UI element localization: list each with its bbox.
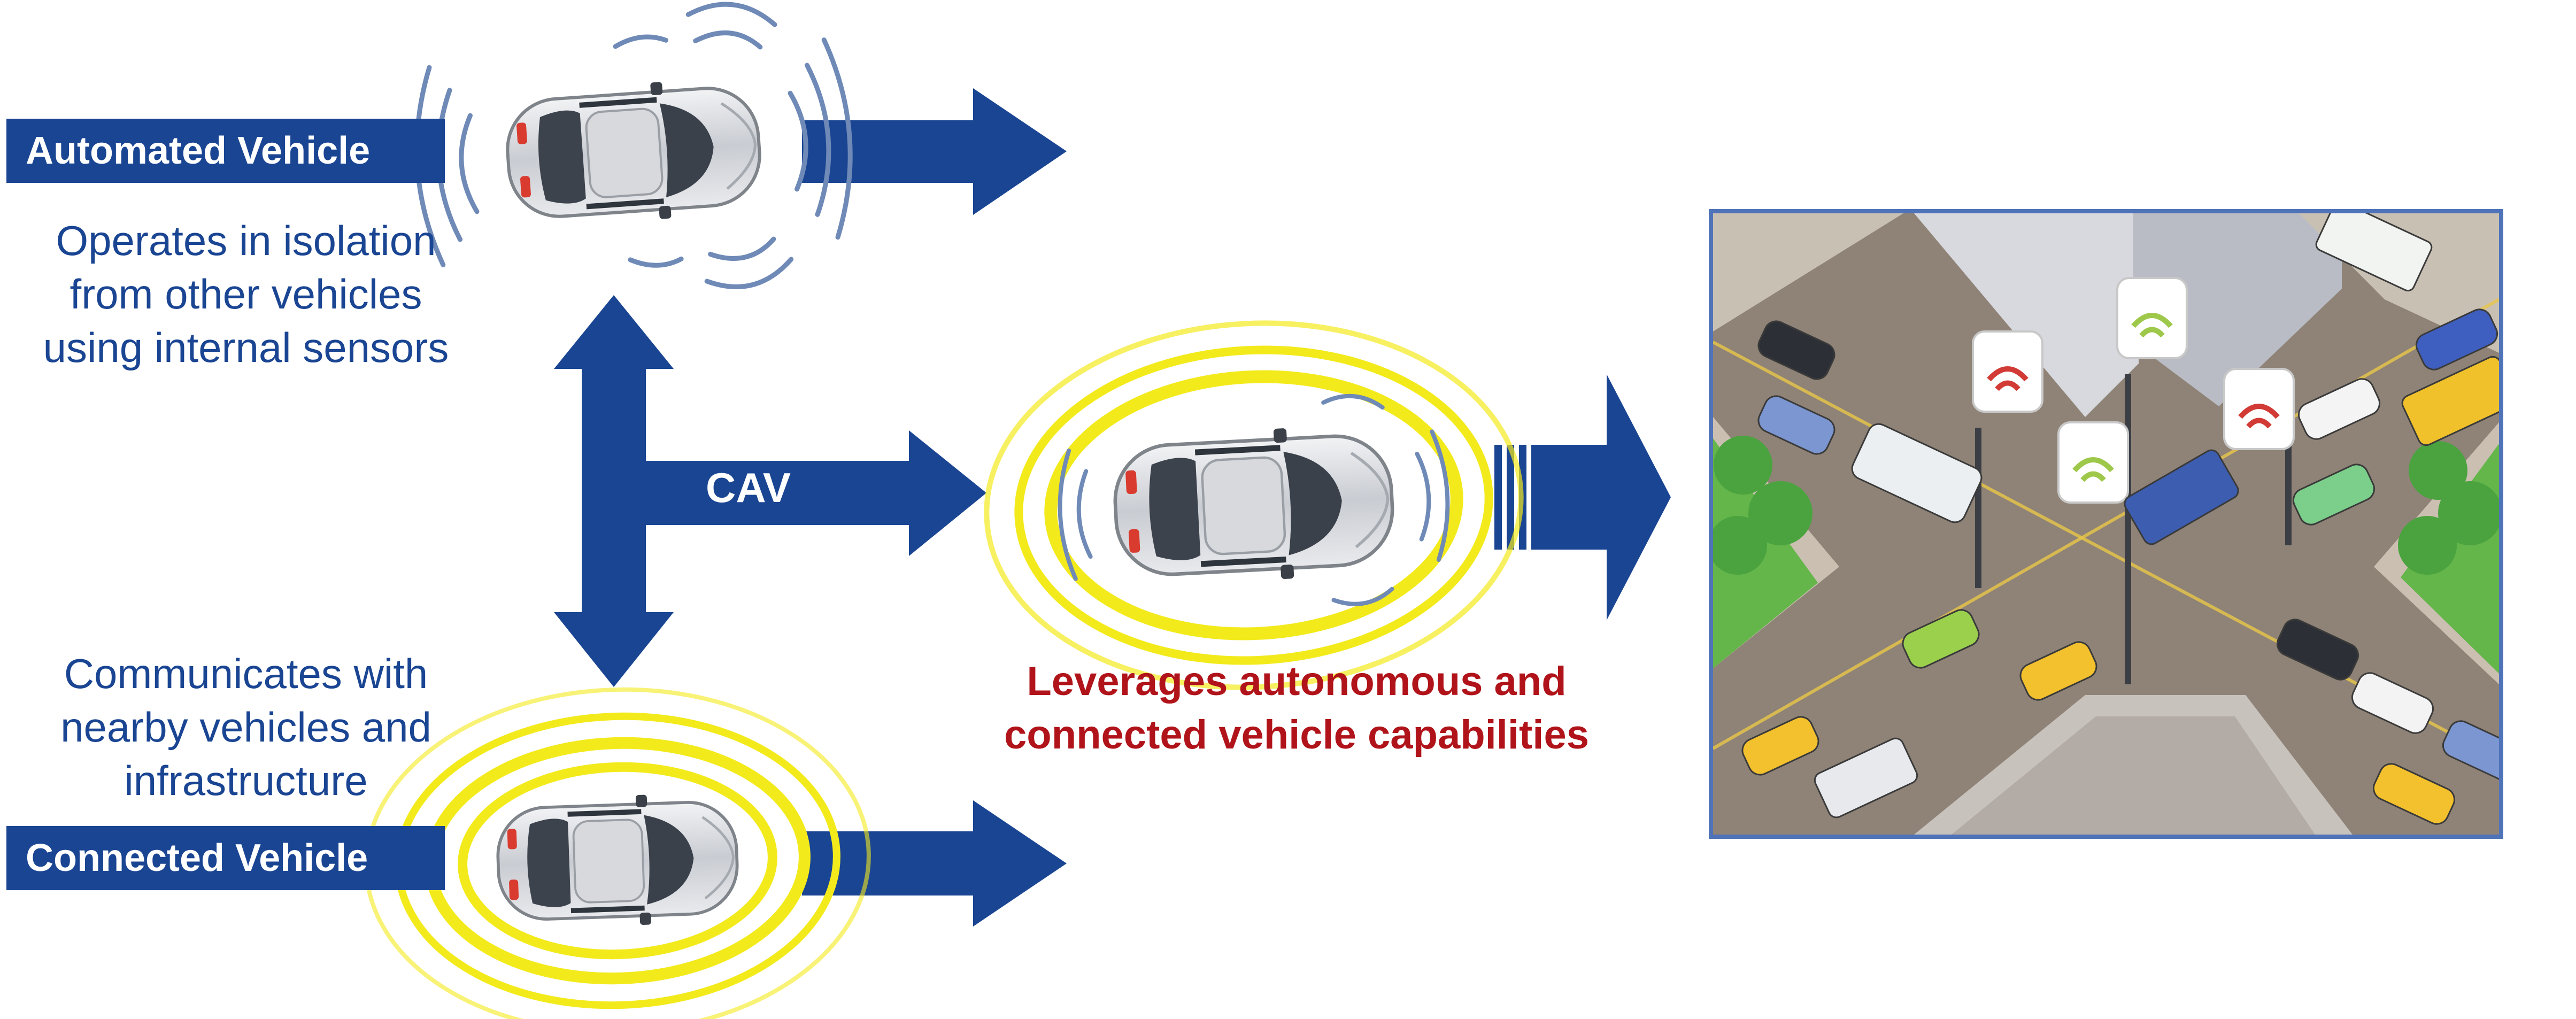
description-line: from other vehicles bbox=[70, 271, 422, 318]
connected-vehicle-label: Connected Vehicle bbox=[6, 826, 445, 890]
cav-arrow-label: CAV bbox=[706, 464, 791, 511]
description-line: nearby vehicles and bbox=[60, 704, 431, 751]
wifi-signal-icon bbox=[2116, 277, 2188, 359]
cav-vehicle-icon bbox=[984, 320, 1524, 690]
description-line: Operates in isolation bbox=[56, 217, 436, 264]
arrow-connected-to-right bbox=[802, 800, 1067, 927]
description-line: infrastructure bbox=[124, 757, 368, 804]
description-line: Communicates with bbox=[64, 650, 428, 697]
wifi-signal-icon bbox=[2223, 368, 2295, 450]
wifi-signal-icon bbox=[2057, 421, 2129, 504]
arrow-vertical-double bbox=[554, 295, 674, 687]
cav-description: Leverages autonomous and connected vehic… bbox=[941, 655, 1652, 762]
description-line: using internal sensors bbox=[43, 324, 449, 371]
arrow-cav-to-city bbox=[1494, 374, 1671, 620]
sensor-wave-icon bbox=[1058, 393, 1450, 606]
cav-description-line: connected vehicle capabilities bbox=[1004, 712, 1589, 758]
city-intersection-illustration bbox=[1709, 209, 2503, 839]
connected-vehicle-description: Communicates with nearby vehicles and in… bbox=[16, 647, 476, 807]
wifi-signal-icon bbox=[1972, 330, 2043, 413]
arrow-automated-to-right bbox=[802, 88, 1067, 215]
arrow-cav-branch bbox=[646, 430, 986, 556]
automated-vehicle-label: Automated Vehicle bbox=[6, 119, 445, 183]
automated-vehicle-description: Operates in isolation from other vehicle… bbox=[11, 214, 481, 374]
cav-description-line: Leverages autonomous and bbox=[1027, 659, 1567, 704]
